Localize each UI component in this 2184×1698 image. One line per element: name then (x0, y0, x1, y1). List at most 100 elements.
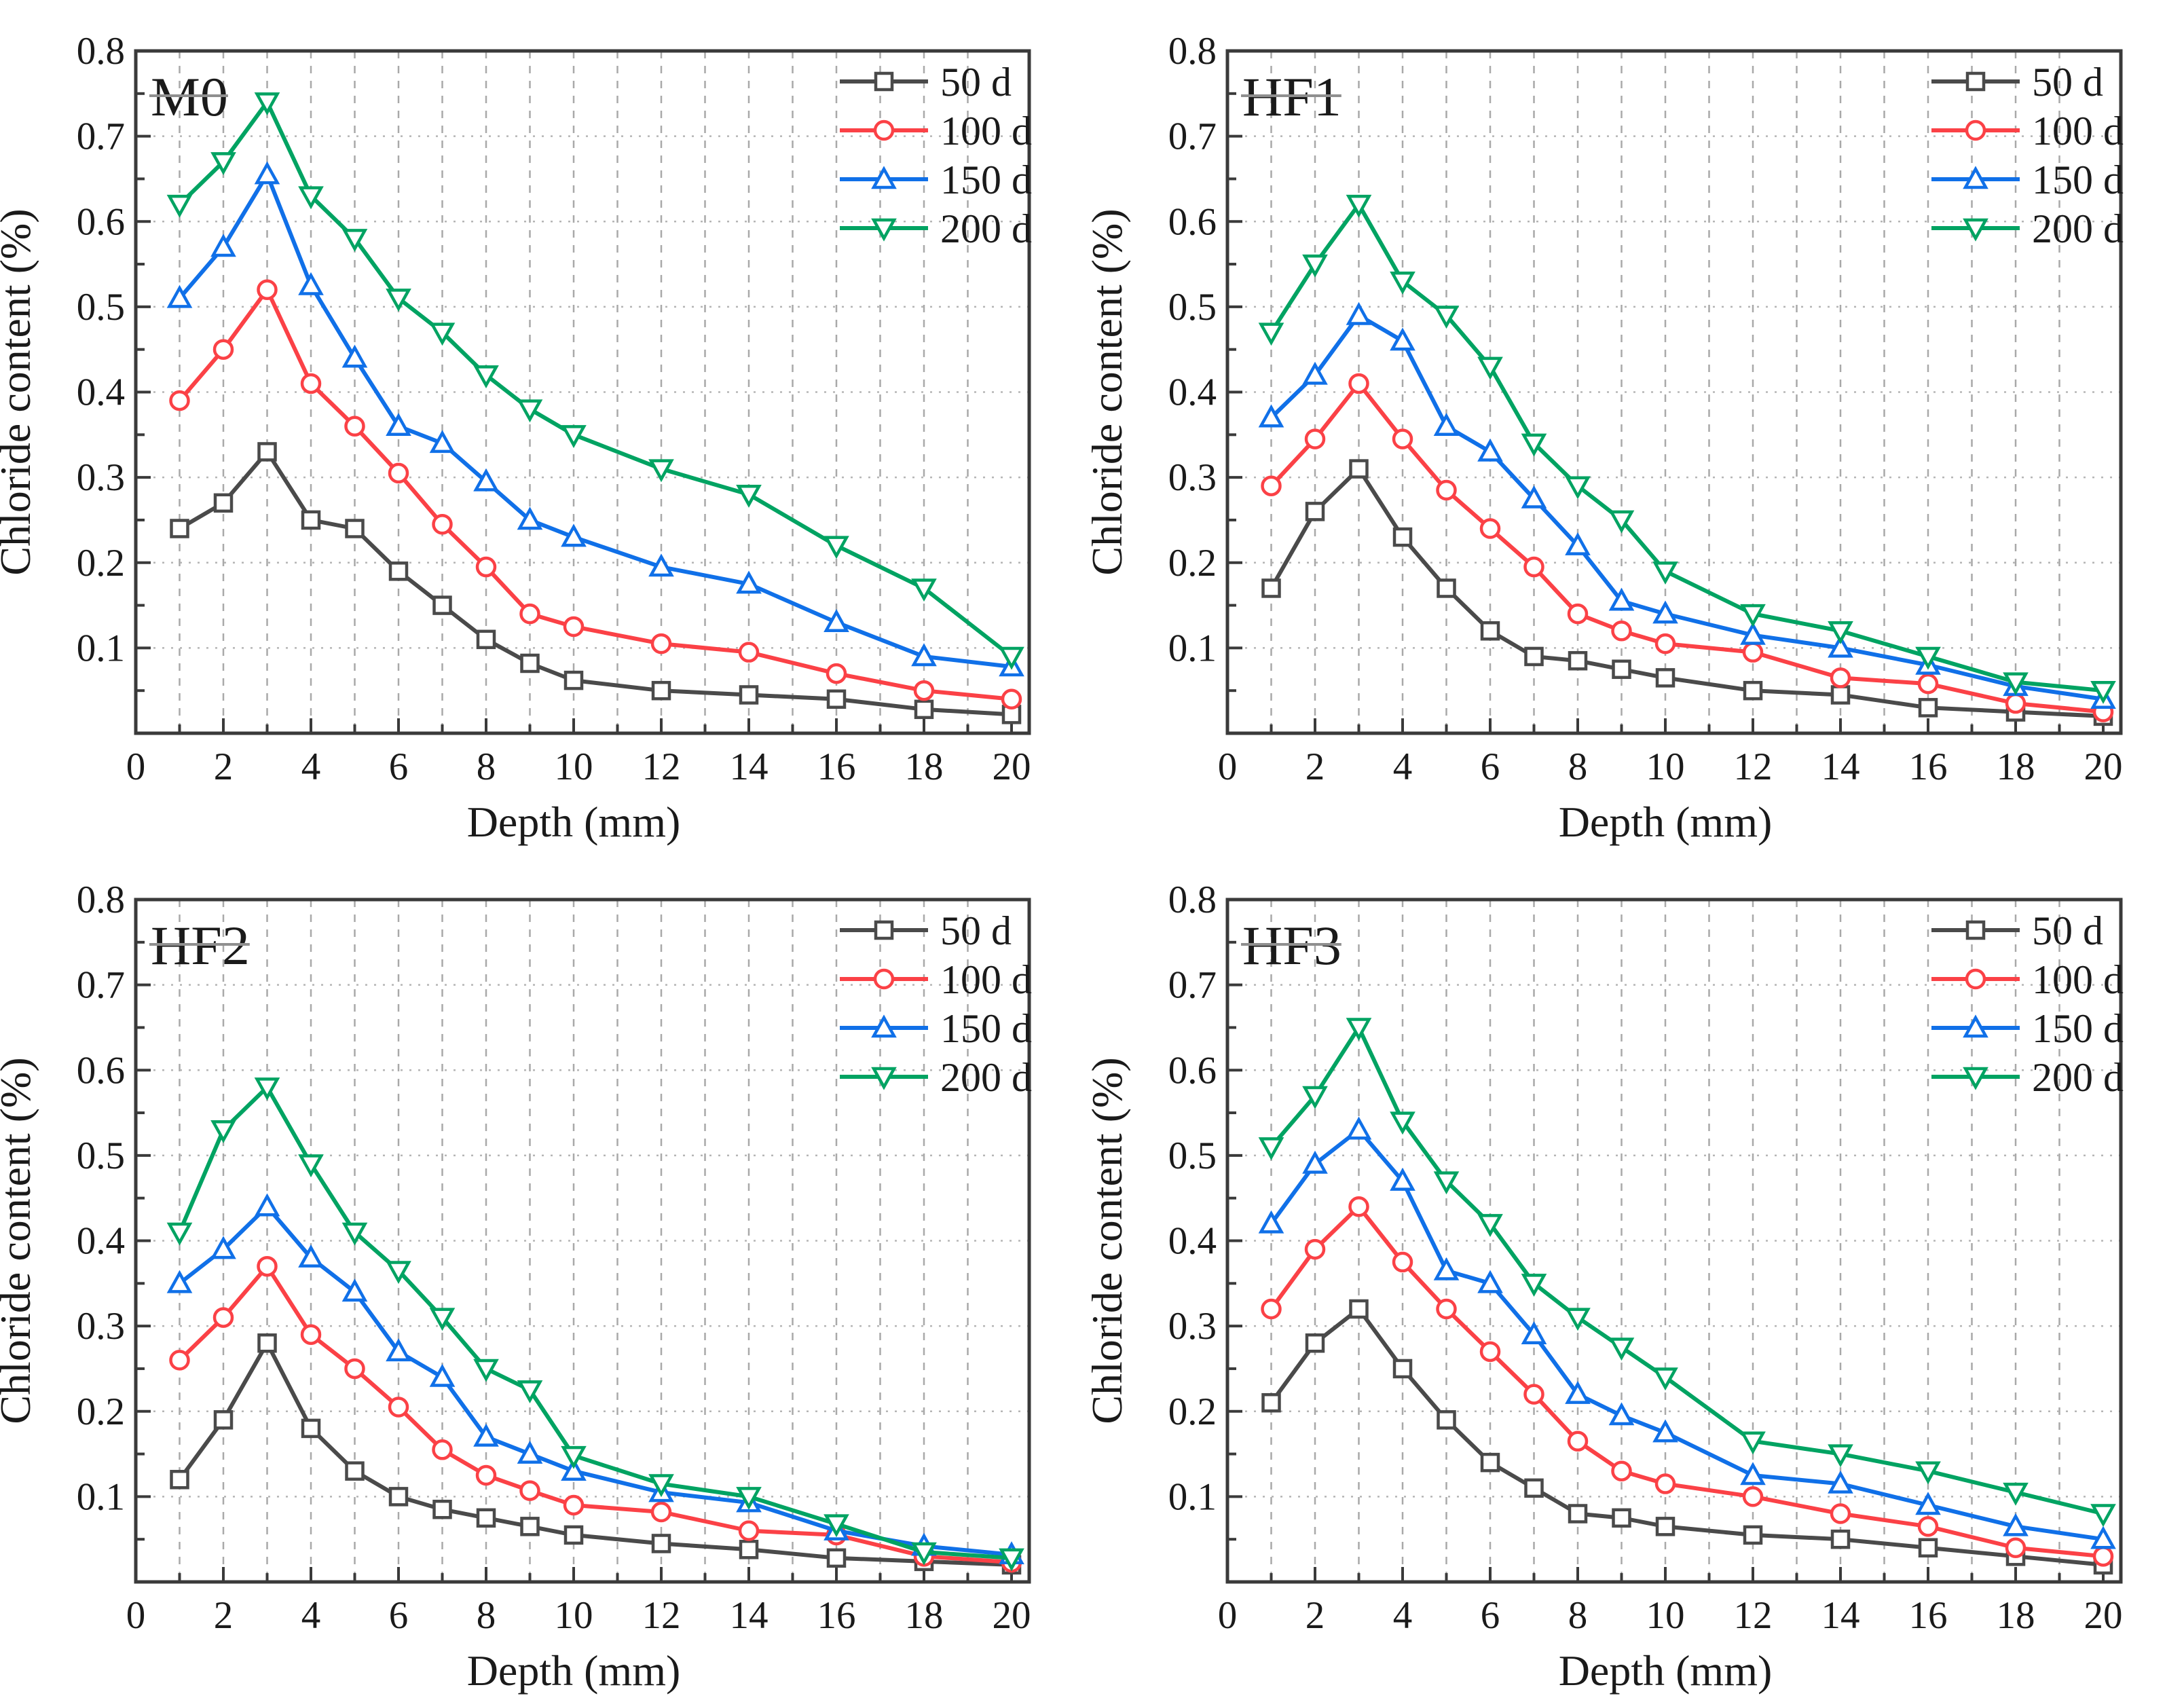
y-tick-label: 0.7 (77, 964, 125, 1007)
y-tick-label: 0.8 (77, 879, 125, 921)
data-point-marker (1437, 1410, 1456, 1430)
x-tick-label: 8 (1568, 745, 1588, 788)
data-point-marker (1302, 361, 1328, 385)
data-point-marker (1521, 485, 1547, 509)
data-point-marker (257, 442, 277, 462)
data-point-marker (1523, 1384, 1544, 1405)
data-point-marker (1302, 1150, 1328, 1174)
x-tick-label: 6 (389, 745, 409, 788)
data-point-marker (388, 1487, 409, 1507)
data-point-marker (1565, 1380, 1591, 1404)
data-point-marker (1743, 1525, 1763, 1545)
data-point-marker (1918, 698, 1938, 718)
data-point-marker (1390, 327, 1415, 351)
chart-hf1: 0 2 4 6 8 10 12 14 16 18 20 0.1 0.2 0.3 0.4 0.5 0.6 0.7 0.… (1092, 30, 2124, 846)
tick-labels: 0 2 4 6 8 10 12 14 16 18 20 0.1 0.2 0.3 0.4 0.5 0.6 0.7 0.… (1168, 30, 2123, 788)
data-point-marker (561, 523, 587, 547)
data-point-marker (2003, 1513, 2029, 1536)
y-tick-label: 0.6 (77, 200, 125, 243)
data-point-marker (1346, 194, 1372, 218)
data-point-marker (823, 536, 849, 559)
data-point-marker (1740, 604, 1766, 627)
data-point-marker (386, 1338, 411, 1362)
legend-label: 200 d (2032, 206, 2124, 251)
legend-label: 50 d (940, 60, 1012, 105)
data-point-marker (1523, 556, 1544, 578)
legend-label: 100 d (940, 957, 1032, 1002)
data-point-marker (257, 1333, 277, 1353)
data-point-marker (213, 493, 234, 513)
y-tick-label: 0.5 (77, 286, 125, 329)
axis-ticks (1226, 898, 2105, 1582)
legend-item-150-d: 150 d (840, 158, 1032, 202)
data-point-marker (999, 1548, 1024, 1572)
legend-label: 150 d (940, 158, 1032, 202)
legend-item-150-d: 150 d (1931, 158, 2124, 202)
data-point-marker (254, 1077, 280, 1101)
data-point-marker (519, 603, 540, 625)
data-point-marker (1305, 1333, 1325, 1353)
data-point-marker (1918, 1538, 1938, 1557)
x-tick-label: 8 (1568, 1594, 1588, 1637)
series-line (1269, 313, 2105, 701)
data-point-marker (1828, 1444, 1853, 1468)
x-tick-label: 6 (389, 1594, 409, 1637)
x-tick-label: 20 (2084, 745, 2123, 788)
data-point-marker (166, 284, 193, 308)
data-point-marker (1917, 1516, 1939, 1537)
data-point-marker (1433, 306, 1460, 329)
data-point-marker (826, 1548, 847, 1568)
data-point-marker (1437, 578, 1456, 598)
legend-item-150-d: 150 d (1931, 1006, 2124, 1051)
data-point-marker (254, 1193, 280, 1217)
data-point-marker (1917, 673, 1939, 695)
legend-marker-triangle-up-icon (1963, 1014, 1988, 1038)
data-point-marker (475, 1464, 497, 1486)
data-point-marker (341, 344, 368, 368)
x-tick-label: 0 (126, 1594, 146, 1637)
data-point-marker (254, 92, 280, 116)
data-point-marker (170, 519, 189, 538)
data-point-marker (257, 279, 278, 300)
data-point-marker (210, 1236, 236, 1259)
data-point-marker (1480, 1452, 1500, 1473)
chart-panel-hf1: 0 2 4 6 8 10 12 14 16 18 20 0.1 0.2 0.3 0.4 0.5 0.6 0.7 0.… (1092, 0, 2183, 849)
legend-label: 50 d (2032, 60, 2103, 105)
data-point-marker (341, 229, 368, 253)
data-point-marker (1655, 668, 1676, 688)
data-point-marker (517, 399, 543, 423)
data-point-marker (210, 234, 236, 257)
chart-panel-hf2: 0 2 4 6 8 10 12 14 16 18 20 0.1 0.2 0.3 0.4 0.5 0.6 0.7 0.… (0, 849, 1092, 1697)
legend-marker-circle-icon (873, 119, 895, 141)
chart-hf3: 0 2 4 6 8 10 12 14 16 18 20 0.1 0.2 0.3 0.4 0.5 0.6 0.7 0.… (1092, 879, 2124, 1695)
data-point-marker (166, 194, 193, 218)
data-point-marker (1436, 479, 1457, 501)
data-point-marker (1348, 1196, 1369, 1217)
x-tick-label: 20 (993, 1594, 1031, 1637)
legend-item-200-d: 200 d (840, 1055, 1032, 1100)
data-point-marker (257, 1255, 278, 1277)
data-point-marker (1390, 271, 1415, 295)
data-point-marker (826, 663, 847, 684)
data-point-marker (473, 1423, 499, 1447)
data-point-marker (1392, 527, 1413, 547)
data-point-marker (563, 670, 584, 690)
data-point-marker (736, 1487, 762, 1511)
data-point-marker (169, 390, 190, 411)
y-tick-label: 0.8 (1168, 30, 1217, 73)
data-point-marker (1652, 1367, 1678, 1391)
data-point-marker (1830, 1529, 1851, 1549)
data-point-marker (1830, 1503, 1851, 1524)
data-point-marker (1480, 621, 1500, 641)
x-tick-label: 16 (817, 745, 856, 788)
data-point-marker (476, 1508, 496, 1528)
data-point-marker (1305, 502, 1325, 521)
data-point-marker (561, 425, 587, 448)
x-tick-label: 14 (1821, 1594, 1860, 1637)
legend-label: 50 d (2032, 908, 2103, 953)
data-point-marker (386, 1261, 411, 1285)
y-axis-title: Chloride content (%) (0, 1057, 39, 1424)
data-point-marker (212, 339, 234, 360)
series-100-d (169, 279, 1022, 709)
legend-label: 100 d (2032, 109, 2124, 153)
